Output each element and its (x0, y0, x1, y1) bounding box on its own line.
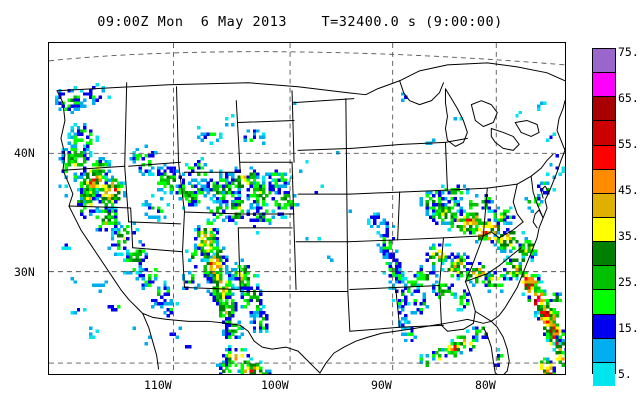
lon-tick-label-90w: 90W (371, 378, 392, 392)
map-plot-area (48, 42, 566, 375)
colorbar-band-75 (593, 49, 615, 73)
lon-tick-label-110w: 110W (144, 378, 172, 392)
lat-lon-graticule (49, 43, 565, 374)
map-svg (49, 43, 565, 374)
lat-tick-label-30n: 30N (14, 265, 35, 279)
colorbar-band-60 (593, 120, 615, 145)
colorbar-band-35 (593, 241, 615, 266)
colorbar-band-70 (593, 72, 615, 97)
colorbar-tick-25: 25. (618, 275, 639, 289)
colorbar-tick-35: 35. (618, 229, 639, 243)
figure-title: 09:00Z Mon 6 May 2013 T=32400.0 s (9:00:… (97, 14, 503, 30)
lon-tick-label-100w: 100W (261, 378, 289, 392)
colorbar-tick-65: 65. (618, 91, 639, 105)
colorbar-tick-75: 75. (618, 45, 639, 59)
colorbar (592, 48, 616, 386)
map-borders (56, 62, 565, 374)
colorbar-band-15 (593, 337, 615, 362)
precipitation-field (55, 83, 565, 374)
colorbar-band-45 (593, 192, 615, 217)
colorbar-band-40 (593, 216, 615, 242)
colorbar-tick-5: 5. (618, 367, 632, 381)
lat-tick-label-40n: 40N (14, 146, 35, 160)
colorbar-tick-15: 15. (618, 321, 639, 335)
colorbar-tick-45: 45. (618, 183, 639, 197)
colorbar-tick-55: 55. (618, 137, 639, 151)
colorbar-band-50 (593, 168, 615, 193)
colorbar-band-25 (593, 289, 615, 314)
colorbar-band-10 (593, 361, 615, 386)
lon-tick-label-80w: 80W (475, 378, 496, 392)
colorbar-band-55 (593, 144, 615, 169)
colorbar-band-20 (593, 313, 615, 338)
colorbar-band-65 (593, 96, 615, 121)
colorbar-band-30 (593, 265, 615, 290)
